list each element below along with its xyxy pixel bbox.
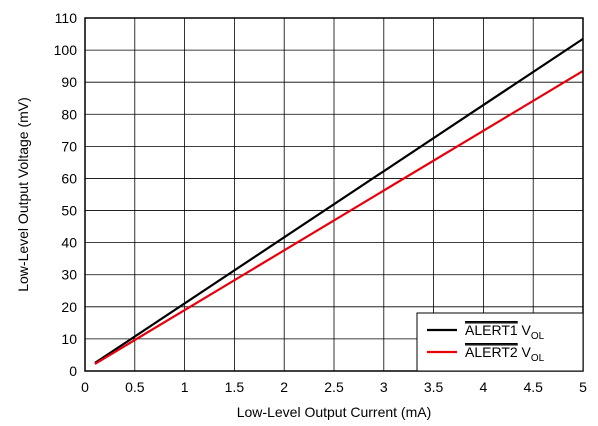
y-tick-label: 80 [61,106,77,122]
series-line-alert2 [94,70,584,365]
y-tick-label: 90 [61,74,77,90]
y-axis-title: Low-Level Output Voltage (mV) [15,97,31,292]
x-tick-labels: 0 0.5 1 1.5 2 2.5 3 3.5 4 4.5 5 [81,379,587,395]
x-tick-label: 1 [181,379,189,395]
series-line-alert1 [94,37,584,364]
grid-lines [85,18,583,371]
x-tick-label: 1.5 [225,379,245,395]
y-tick-label: 30 [61,267,77,283]
x-tick-label: 2 [280,379,288,395]
y-tick-label: 110 [55,10,78,26]
x-tick-label: 4.5 [523,379,543,395]
legend-label: ALERT1 VOL [465,322,545,342]
y-tick-label: 100 [54,42,78,58]
y-tick-label: 10 [61,331,77,347]
y-tick-label: 40 [61,235,77,251]
y-tick-label: 20 [61,299,77,315]
y-tick-label: 70 [61,138,77,154]
x-axis-title: Low-Level Output Current (mA) [237,404,432,420]
y-tick-label: 0 [69,363,77,379]
legend-label: ALERT2 VOL [465,344,545,364]
x-tick-label: 2.5 [324,379,344,395]
y-tick-label: 50 [61,203,77,219]
x-tick-label: 3 [380,379,388,395]
y-tick-label: 60 [61,170,77,186]
y-tick-labels: 0 10 20 30 40 50 60 70 80 90 100 110 [54,10,78,379]
x-tick-label: 5 [579,379,587,395]
x-tick-label: 4 [480,379,488,395]
x-tick-label: 0.5 [125,379,145,395]
series-lines [94,37,584,365]
x-tick-label: 0 [81,379,89,395]
x-tick-label: 3.5 [424,379,444,395]
plot-frame [84,17,584,372]
